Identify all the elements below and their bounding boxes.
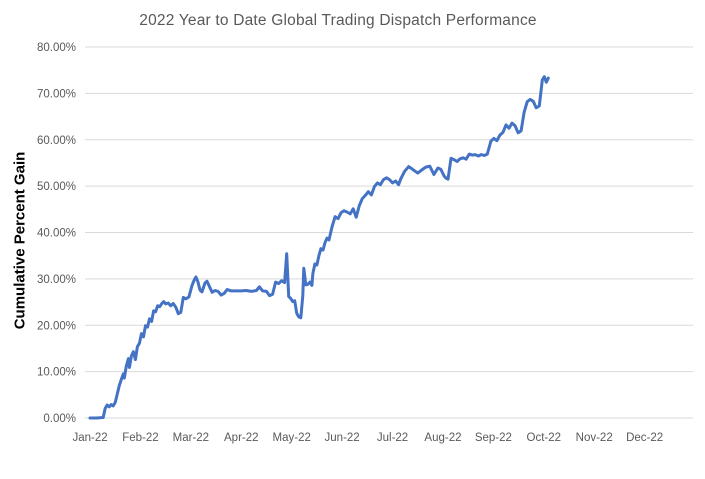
y-tick-label: 0.00%	[43, 413, 76, 425]
x-tick-label: Mar-22	[173, 432, 209, 444]
x-tick-label: Sep-22	[475, 432, 512, 444]
y-tick-label: 80.00%	[37, 42, 76, 54]
x-tick-label: Feb-22	[122, 432, 158, 444]
x-tick-label: Jan-22	[72, 432, 107, 444]
data-line-series	[88, 75, 550, 420]
y-tick-label: 70.00%	[37, 88, 76, 100]
y-tick-label: 20.00%	[37, 320, 76, 332]
y-tick-label: 40.00%	[37, 228, 76, 240]
x-tick-label: Apr-22	[224, 432, 259, 444]
y-tick-label: 50.00%	[37, 181, 76, 193]
x-tick-label: Jul-22	[377, 432, 408, 444]
y-tick-label: 30.00%	[37, 274, 76, 286]
x-tick-label: May-22	[273, 432, 311, 444]
x-tick-label: Nov-22	[576, 432, 613, 444]
x-tick-label: Jun-22	[325, 432, 360, 444]
y-tick-label: 10.00%	[37, 367, 76, 379]
x-tick-label: Dec-22	[626, 432, 663, 444]
x-tick-label: Aug-22	[424, 432, 461, 444]
y-tick-label: 60.00%	[37, 135, 76, 147]
x-tick-label: Oct-22	[527, 432, 562, 444]
chart-title: 2022 Year to Date Global Trading Dispatc…	[139, 12, 537, 29]
